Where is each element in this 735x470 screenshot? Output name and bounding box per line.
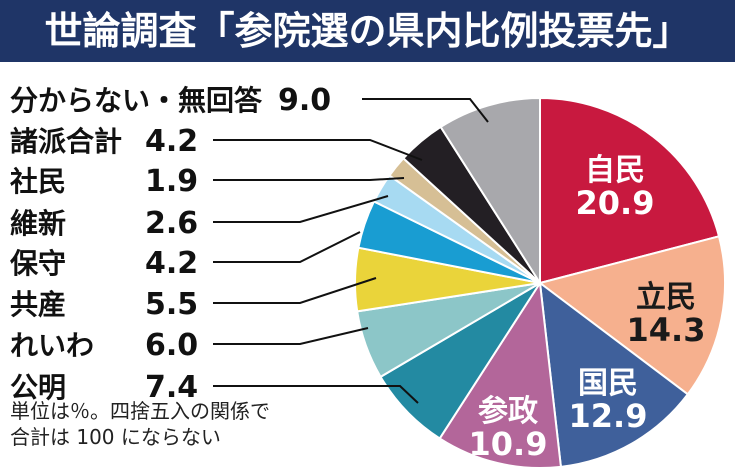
slice-9-label: 維新 2.6 — [10, 195, 389, 241]
slice-8-leader-line — [213, 231, 361, 263]
slice-3-name: 国民 — [578, 366, 638, 401]
slice-6-value: 6.0 — [145, 328, 198, 363]
pie-slices — [354, 96, 726, 469]
slice-3-wedge — [538, 280, 690, 468]
slice-6-leader-line — [213, 327, 369, 345]
slice-4-value: 10.9 — [469, 425, 548, 463]
slice-2-value: 14.3 — [627, 311, 706, 349]
slice-11-value: 4.2 — [145, 124, 198, 159]
slice-10-value: 1.9 — [145, 164, 198, 199]
slice-8-label: 保守 4.2 — [10, 231, 361, 281]
chart-title: 世論調査「参院選の県内比例投票先」 — [0, 0, 735, 62]
slice-8-name: 保守 — [10, 247, 66, 280]
slice-8-value: 4.2 — [145, 246, 198, 281]
slice-4-wedge — [438, 280, 563, 469]
slice-7-leader-line — [213, 277, 377, 304]
slice-11-leader-line — [213, 139, 423, 161]
slice-7-name: 共産 — [10, 288, 66, 321]
slice-12-wedge — [439, 96, 541, 287]
slice-9-value: 2.6 — [145, 206, 198, 241]
slice-2-wedge — [537, 235, 726, 396]
note-line-2: 合計は 100 にならない — [10, 425, 221, 449]
slice-10-leader-line — [213, 177, 405, 181]
slice-7-value: 5.5 — [145, 287, 198, 322]
slice-4-name: 参政 — [478, 394, 538, 429]
slice-9-name: 維新 — [10, 207, 66, 240]
slice-1-value: 20.9 — [576, 184, 655, 222]
slice-7-label: 共産 5.5 — [10, 277, 377, 322]
slice-6-name: れいわ — [10, 329, 94, 362]
slice-5-label: 公明 7.4 — [10, 370, 419, 405]
slice-12-value: 9.0 — [278, 83, 331, 118]
slice-11-name: 諸派合計 — [10, 125, 122, 158]
slice-1-wedge — [539, 96, 721, 285]
slice-12-leader-line — [362, 98, 489, 123]
slice-9-leader-line — [213, 195, 389, 223]
slice-10-label: 社民 1.9 — [10, 164, 405, 199]
slice-5-name: 公明 — [10, 371, 66, 404]
slice-10-name: 社民 — [10, 165, 66, 198]
slice-6-label: れいわ 6.0 — [10, 327, 369, 363]
slice-12-name: 分からない・無回答 — [10, 84, 263, 117]
note-line-1: 単位は％。四捨五入の関係で — [10, 399, 270, 423]
slice-3-value: 12.9 — [569, 397, 648, 435]
slice-11-label: 諸派合計 4.2 — [10, 124, 423, 161]
slice-12-label: 分からない・無回答 9.0 — [10, 83, 489, 123]
slice-2-name: 立民 — [636, 280, 696, 315]
slice-1-name: 自民 — [585, 153, 645, 188]
slice-5-value: 7.4 — [145, 370, 198, 405]
slice-5-leader-line — [213, 385, 419, 404]
